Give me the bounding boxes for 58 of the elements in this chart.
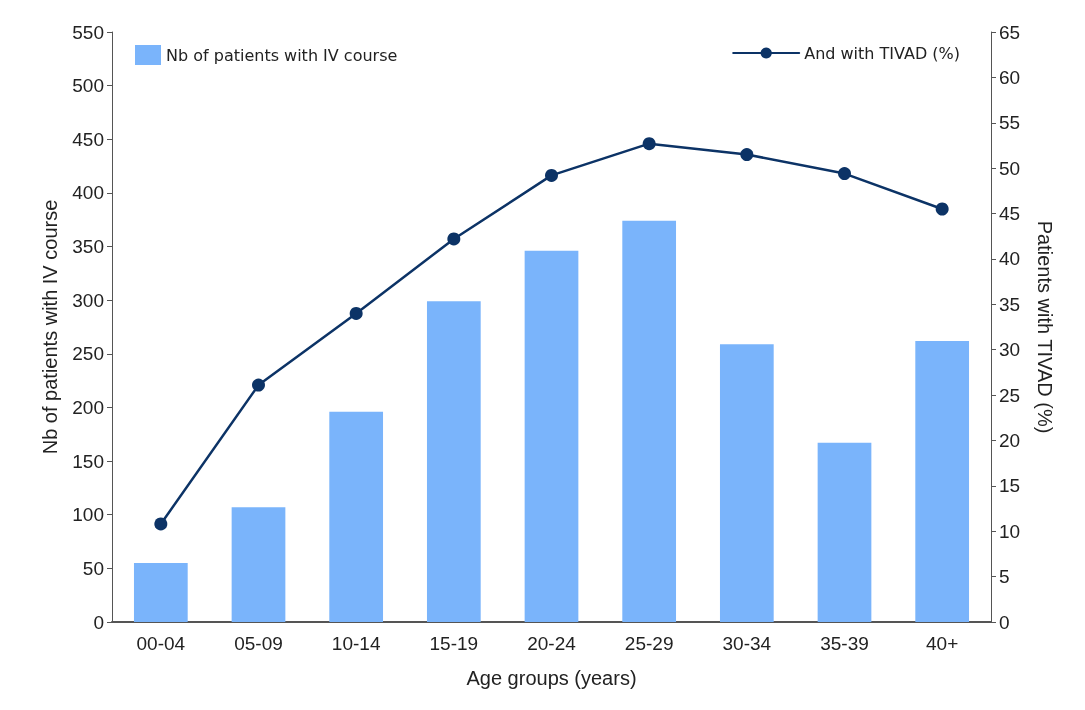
point: [349, 306, 363, 320]
y2-tick-label: 60: [999, 66, 1021, 88]
bar: [817, 442, 872, 622]
x-tick-label: 10-14: [331, 633, 381, 654]
x-tick-label: 15-19: [429, 633, 479, 654]
bar: [622, 220, 677, 622]
legend-label: And with TIVAD (%): [804, 43, 960, 63]
y2-tick-label: 65: [999, 21, 1021, 43]
bar: [426, 301, 481, 622]
y-tick-label: 0: [93, 611, 104, 633]
x-tick-label: 00-04: [136, 633, 186, 654]
x-axis-title: Age groups (years): [466, 667, 637, 689]
y-tick-label: 550: [72, 21, 104, 43]
bar: [231, 507, 286, 622]
y-tick-label: 500: [72, 75, 104, 97]
bar: [915, 340, 970, 622]
point: [545, 168, 558, 182]
y2-tick-label: 55: [999, 112, 1021, 134]
y2-tick-label: 30: [999, 339, 1021, 361]
y2-tick-label: 0: [999, 611, 1010, 633]
y2-axis-title: Patients with TIVAD (%): [1034, 220, 1056, 434]
x-tick-label: 40+: [926, 633, 959, 654]
point: [447, 232, 461, 246]
y2-tick-label: 5: [999, 566, 1010, 588]
y-axis-title: Nb of patients with IV course: [39, 199, 61, 455]
bar: [329, 411, 384, 622]
point: [252, 378, 265, 392]
y2-tick-label: 15: [999, 475, 1021, 497]
y-tick-label: 200: [72, 396, 104, 418]
legend-label: Nb of patients with IV course: [166, 45, 398, 65]
y-tick-label: 50: [82, 557, 104, 579]
point: [642, 137, 656, 151]
y2-tick-label: 40: [999, 248, 1021, 270]
x-tick-label: 25-29: [624, 633, 674, 654]
x-tick-label: 20-24: [527, 633, 577, 654]
y-tick-label: 450: [72, 128, 104, 150]
y-tick-label: 250: [72, 343, 104, 365]
y-tick-label: 350: [72, 236, 104, 258]
y-tick-label: 400: [72, 182, 104, 204]
bar: [524, 250, 579, 622]
x-tick-label: 30-34: [722, 633, 772, 654]
point: [935, 202, 949, 216]
bar: [133, 563, 188, 622]
x-tick-label: 05-09: [234, 633, 283, 654]
x-tick-label: 35-39: [820, 633, 869, 654]
point: [154, 517, 168, 531]
y2-tick-label: 35: [999, 293, 1021, 315]
y2-tick-label: 50: [999, 157, 1021, 179]
point: [740, 148, 754, 162]
point: [838, 167, 851, 181]
y2-tick-label: 45: [999, 203, 1021, 225]
y-tick-label: 300: [72, 289, 104, 311]
y2-tick-label: 25: [999, 384, 1021, 406]
y-tick-label: 100: [72, 504, 104, 526]
y-tick-label: 150: [72, 450, 104, 472]
bar: [719, 344, 774, 622]
y2-tick-label: 20: [999, 429, 1021, 451]
y2-tick-label: 10: [999, 520, 1021, 542]
